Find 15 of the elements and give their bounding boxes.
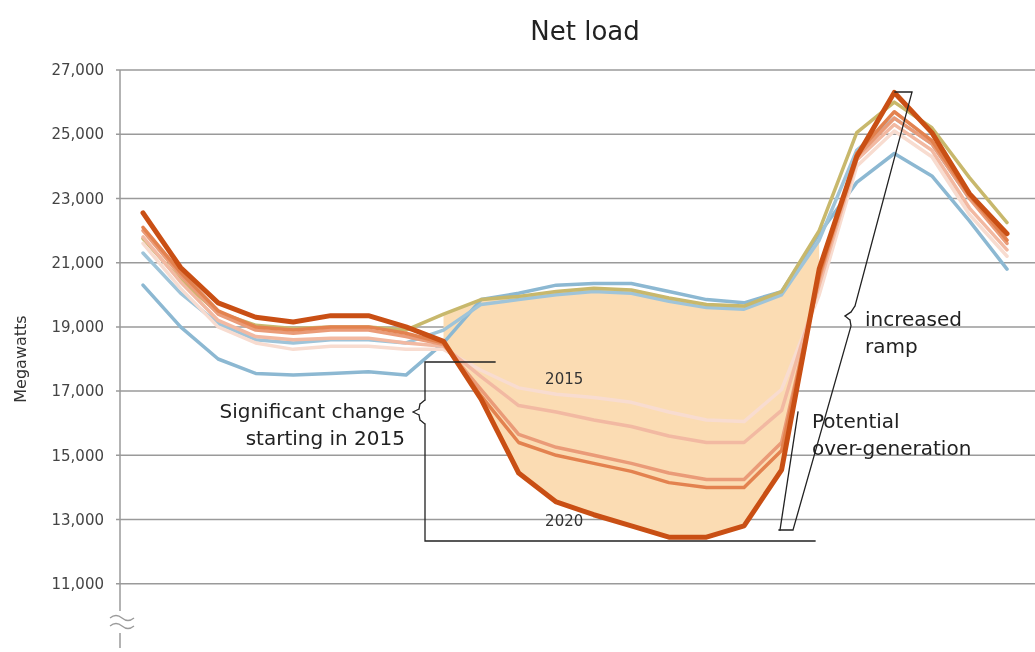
y-tick-label: 23,000	[51, 189, 104, 208]
y-tick-label: 13,000	[51, 510, 104, 529]
y-tick-label: 19,000	[51, 318, 104, 337]
y-tick-label: 27,000	[51, 61, 104, 80]
y-tick-label: 15,000	[51, 446, 104, 465]
y-tick-label: 21,000	[51, 253, 104, 272]
y-tick-label: 25,000	[51, 125, 104, 144]
y-tick-label: 17,000	[51, 382, 104, 401]
annotation: increased ramp	[865, 307, 962, 358]
chart-title: Net load	[530, 16, 640, 46]
annotation: Significant change starting in 2015	[219, 399, 405, 450]
series-label: 2015	[545, 370, 584, 389]
y-tick-label: 11,000	[51, 575, 104, 594]
y-axis-title: Megawatts	[11, 315, 30, 403]
series-label: 2020	[545, 511, 584, 530]
